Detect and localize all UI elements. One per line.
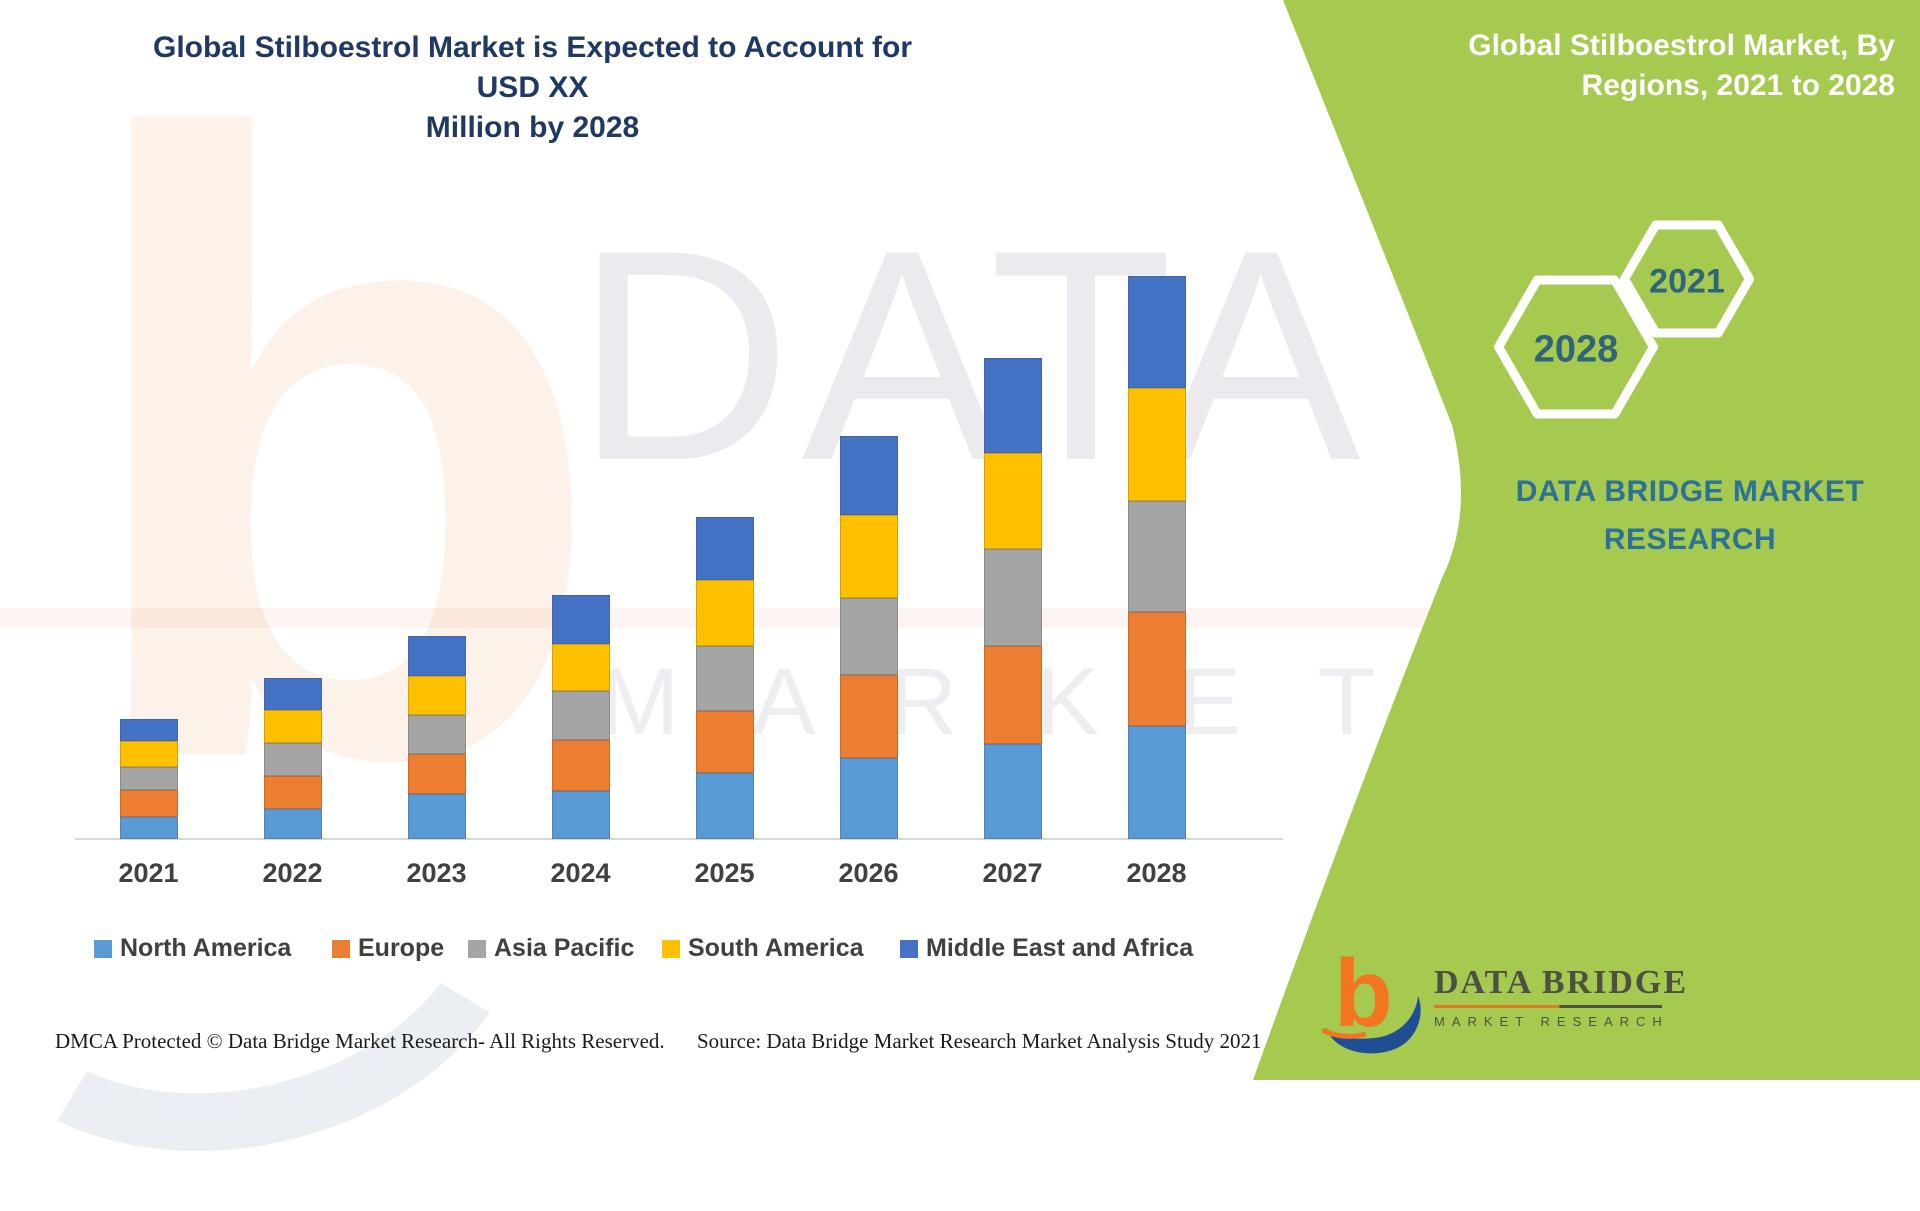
legend-swatch	[468, 939, 486, 958]
panel-brand-text: DATA BRIDGE MARKET RESEARCH	[1480, 468, 1900, 564]
data-bridge-logo: b DATA BRIDGE MARKET RESEARCH	[1322, 946, 1752, 1066]
bar-segment	[1127, 501, 1186, 612]
bar-segment	[1127, 612, 1186, 726]
legend-label: Europe	[358, 934, 445, 962]
page-title: Global Stilboestrol Market is Expected t…	[125, 28, 940, 148]
page-title-line1: Global Stilboestrol Market is Expected t…	[152, 31, 912, 104]
hexagon-2021-label: 2021	[1649, 262, 1725, 301]
bar-segment	[983, 453, 1042, 549]
stacked-bar-2026	[839, 436, 898, 839]
bar-segment	[407, 676, 466, 715]
bar-segment	[695, 517, 754, 580]
logo-name: DATA BRIDGE	[1434, 964, 1689, 1001]
legend-swatch	[94, 939, 112, 958]
bar-segment	[407, 794, 466, 839]
legend-label: South America	[688, 934, 864, 962]
stacked-bar-2023	[407, 636, 466, 839]
bar-segment	[119, 767, 178, 790]
bar-segment	[983, 549, 1042, 646]
source-note: Source: Data Bridge Market Research Mark…	[697, 1029, 1262, 1053]
x-axis-label: 2027	[982, 858, 1043, 888]
page-title-line2: Million by 2028	[425, 111, 640, 144]
legend-item: South America	[662, 934, 864, 963]
x-axis-label: 2025	[694, 858, 755, 888]
legend-label: North America	[120, 934, 292, 962]
bar-segment	[983, 358, 1042, 453]
bar-segment	[983, 646, 1042, 744]
bar-segment	[839, 436, 898, 515]
bar-segment	[263, 809, 322, 839]
bar-segment	[119, 719, 178, 741]
bar-segment	[983, 744, 1042, 839]
bar-segment	[695, 773, 754, 839]
x-axis-label: 2028	[1126, 858, 1187, 888]
legend-label: Asia Pacific	[494, 934, 635, 962]
bar-segment	[263, 678, 322, 710]
chart-area: Global Stilboestrol Market is Expected t…	[75, 28, 1283, 963]
bar-segment	[839, 675, 898, 758]
bar-segment	[407, 754, 466, 794]
legend-swatch	[900, 939, 918, 958]
stacked-bar-2021	[119, 719, 178, 839]
bar-segment	[119, 817, 178, 839]
panel-brand-line2: RESEARCH	[1603, 523, 1777, 556]
stacked-bar-2022	[263, 678, 322, 839]
bar-segment	[1127, 726, 1186, 839]
x-axis-label: 2024	[550, 858, 611, 888]
bar-segment	[839, 515, 898, 598]
legend-label: Middle East and Africa	[926, 934, 1194, 962]
panel-heading: Global Stilboestrol Market, By Regions, …	[1455, 26, 1895, 106]
stacked-bar-2024	[551, 595, 610, 839]
bar-segment	[119, 790, 178, 817]
bar-segment	[551, 691, 610, 740]
bar-segment	[551, 740, 610, 791]
x-axis-line	[75, 838, 1283, 840]
stacked-bar-2027	[983, 358, 1042, 839]
x-axis-label: 2021	[118, 858, 179, 888]
bar-segment	[407, 636, 466, 676]
bar-segment	[551, 644, 610, 691]
legend-item: Middle East and Africa	[900, 934, 1193, 963]
legend-swatch	[332, 939, 350, 958]
bar-segment	[407, 715, 466, 754]
bar-segment	[263, 710, 322, 743]
bar-segment	[263, 776, 322, 809]
bar-segment	[263, 743, 322, 776]
svg-text:b: b	[1334, 946, 1393, 1047]
logo-underline	[1434, 1005, 1662, 1008]
panel-heading-line2: Regions, 2021 to 2028	[1581, 69, 1895, 102]
dmca-notice: DMCA Protected © Data Bridge Market Rese…	[55, 1029, 665, 1053]
legend-item: Asia Pacific	[468, 934, 634, 963]
bar-segment	[839, 758, 898, 839]
bar-segment	[551, 595, 610, 644]
x-axis-label: 2023	[406, 858, 467, 888]
legend-item: North America	[94, 934, 291, 963]
stacked-bar-2028	[1127, 276, 1186, 839]
bar-segment	[551, 791, 610, 839]
x-axis-label: 2026	[838, 858, 899, 888]
bar-segment	[119, 741, 178, 767]
panel-heading-line1: Global Stilboestrol Market, By	[1468, 29, 1895, 62]
bar-segment	[1127, 276, 1186, 388]
bar-segment	[695, 646, 754, 711]
panel-brand-line1: DATA BRIDGE MARKET	[1515, 475, 1865, 508]
logo-tagline: MARKET RESEARCH	[1434, 1014, 1669, 1029]
legend-swatch	[662, 939, 680, 958]
bar-segment	[1127, 388, 1186, 501]
x-axis-label: 2022	[262, 858, 323, 888]
legend-item: Europe	[332, 934, 444, 963]
hexagon-2028-label: 2028	[1533, 328, 1619, 371]
bar-segment	[695, 711, 754, 773]
stacked-bar-2025	[695, 517, 754, 839]
bar-segment	[695, 580, 754, 646]
logo-b-icon: b	[1322, 946, 1421, 1054]
bar-segment	[839, 598, 898, 675]
